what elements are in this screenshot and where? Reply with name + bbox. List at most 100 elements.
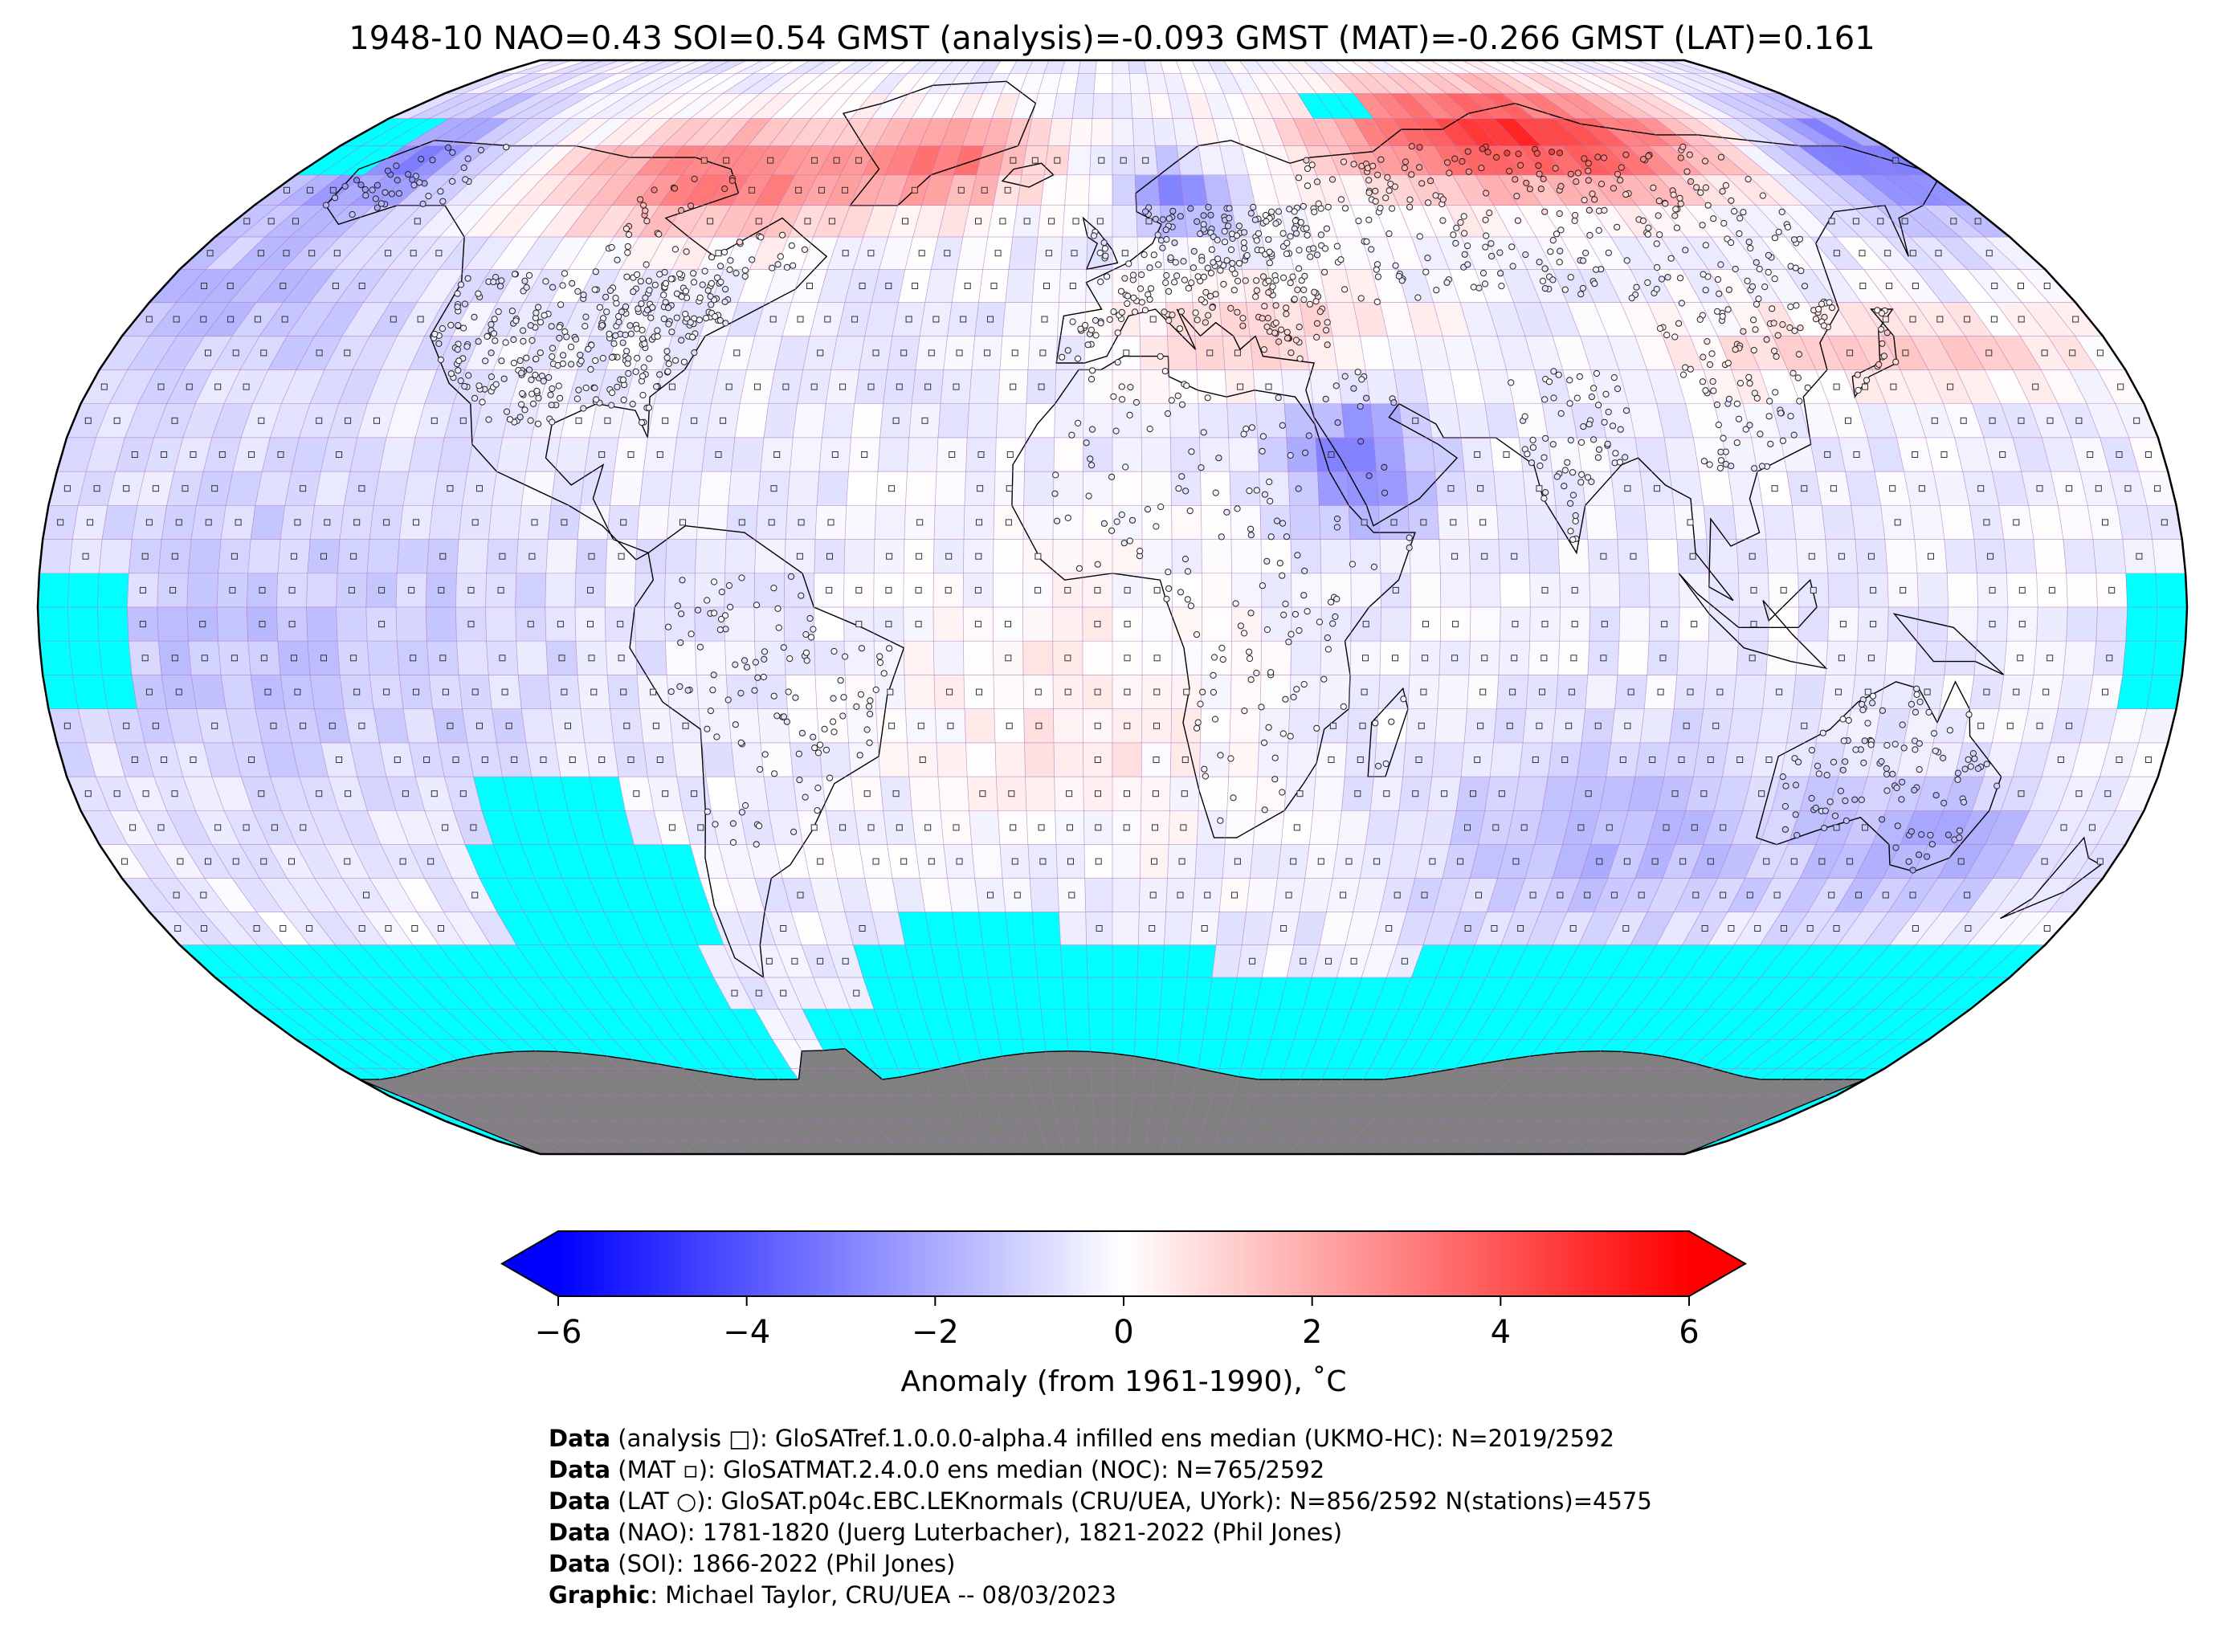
analysis-marker [1064,688,1071,695]
analysis-marker [2018,316,2025,323]
station-marker [676,270,684,278]
grid-cell [672,742,707,777]
station-marker [1300,286,1308,293]
grid-cell [1088,1009,1113,1040]
analysis-marker [1935,250,1942,257]
analysis-marker [1671,790,1679,797]
grid-cell [792,403,826,438]
analysis-marker [1950,218,1957,225]
station-marker [796,777,803,784]
station-marker [1296,247,1303,254]
station-marker [853,703,860,711]
station-marker [1539,277,1547,285]
grid-cell [1082,471,1113,506]
station-marker [1169,207,1177,214]
station-marker [1845,716,1852,724]
analysis-marker [855,621,863,628]
station-marker [1787,303,1794,311]
analysis-marker [773,451,781,458]
station-marker [1167,254,1174,261]
analysis-marker [1691,621,1698,628]
analysis-marker [867,250,875,257]
analysis-marker [201,925,207,932]
grid-cell [2152,539,2186,574]
station-marker [1736,230,1743,237]
station-marker [1614,385,1622,393]
station-marker [1541,285,1549,292]
analysis-marker [1890,383,1897,390]
station-marker [1549,237,1557,244]
station-marker [708,254,716,261]
analysis-marker [390,316,397,323]
analysis-marker [842,957,849,965]
station-marker [523,283,530,291]
station-marker [559,360,567,367]
station-marker [1808,794,1815,802]
grid-cell [1024,742,1055,777]
analysis-marker [964,283,971,289]
station-marker [1883,787,1891,794]
analysis-marker [291,553,297,560]
grid-cell [1196,810,1228,845]
station-marker [1241,229,1248,236]
station-marker [492,381,500,388]
station-marker [1840,737,1847,744]
station-marker [1202,773,1210,780]
station-marker [1567,500,1574,507]
analysis-marker [1701,925,1708,932]
station-marker [1382,760,1389,768]
grid-cell [664,539,697,574]
analysis-marker [1064,586,1071,593]
grid-cell [366,539,400,574]
station-marker [1561,483,1568,490]
station-marker [1974,765,1981,773]
station-marker [1746,422,1753,429]
analysis-marker [979,790,986,797]
analysis-marker [1394,891,1401,899]
grid-cell [843,539,875,574]
analysis-marker [1035,722,1043,729]
grid-cell [1246,878,1278,912]
analysis-marker [206,250,214,257]
grid-cell [1186,944,1217,978]
grid-cell [1090,118,1113,146]
analysis-marker [817,349,824,357]
grid-cell [1259,675,1292,710]
station-marker [1478,165,1485,172]
grid-cell [1336,810,1371,845]
station-marker [708,301,715,308]
station-marker [1291,296,1298,303]
grid-cell [38,573,70,608]
grid-cell [969,810,1001,845]
station-marker [1878,326,1885,333]
analysis-marker [171,655,178,662]
station-marker [1556,210,1563,218]
analysis-marker [1610,891,1618,899]
station-marker [1296,265,1303,272]
station-marker [1529,436,1536,444]
station-marker [1227,246,1235,254]
grid-cell [846,471,879,506]
station-marker [1422,268,1430,275]
station-marker [1182,487,1190,495]
grid-cell [336,606,368,642]
station-marker [1125,260,1132,267]
grid-cell [1112,60,1130,74]
analysis-marker [691,790,698,797]
grid-cell [373,471,410,506]
analysis-marker [157,383,165,390]
analysis-marker [227,316,235,323]
station-marker [704,808,711,815]
grid-cell [1112,174,1137,206]
grid-cell [1287,471,1320,506]
grid-cell [1286,742,1318,777]
grid-cell [724,640,757,675]
station-marker [1719,188,1726,195]
grid-cell [907,437,939,472]
station-marker [780,644,787,651]
station-marker [1153,523,1160,530]
station-marker [624,243,631,251]
analysis-marker [1418,722,1425,729]
station-marker [1307,253,1314,260]
grid-cell [1134,1009,1161,1040]
